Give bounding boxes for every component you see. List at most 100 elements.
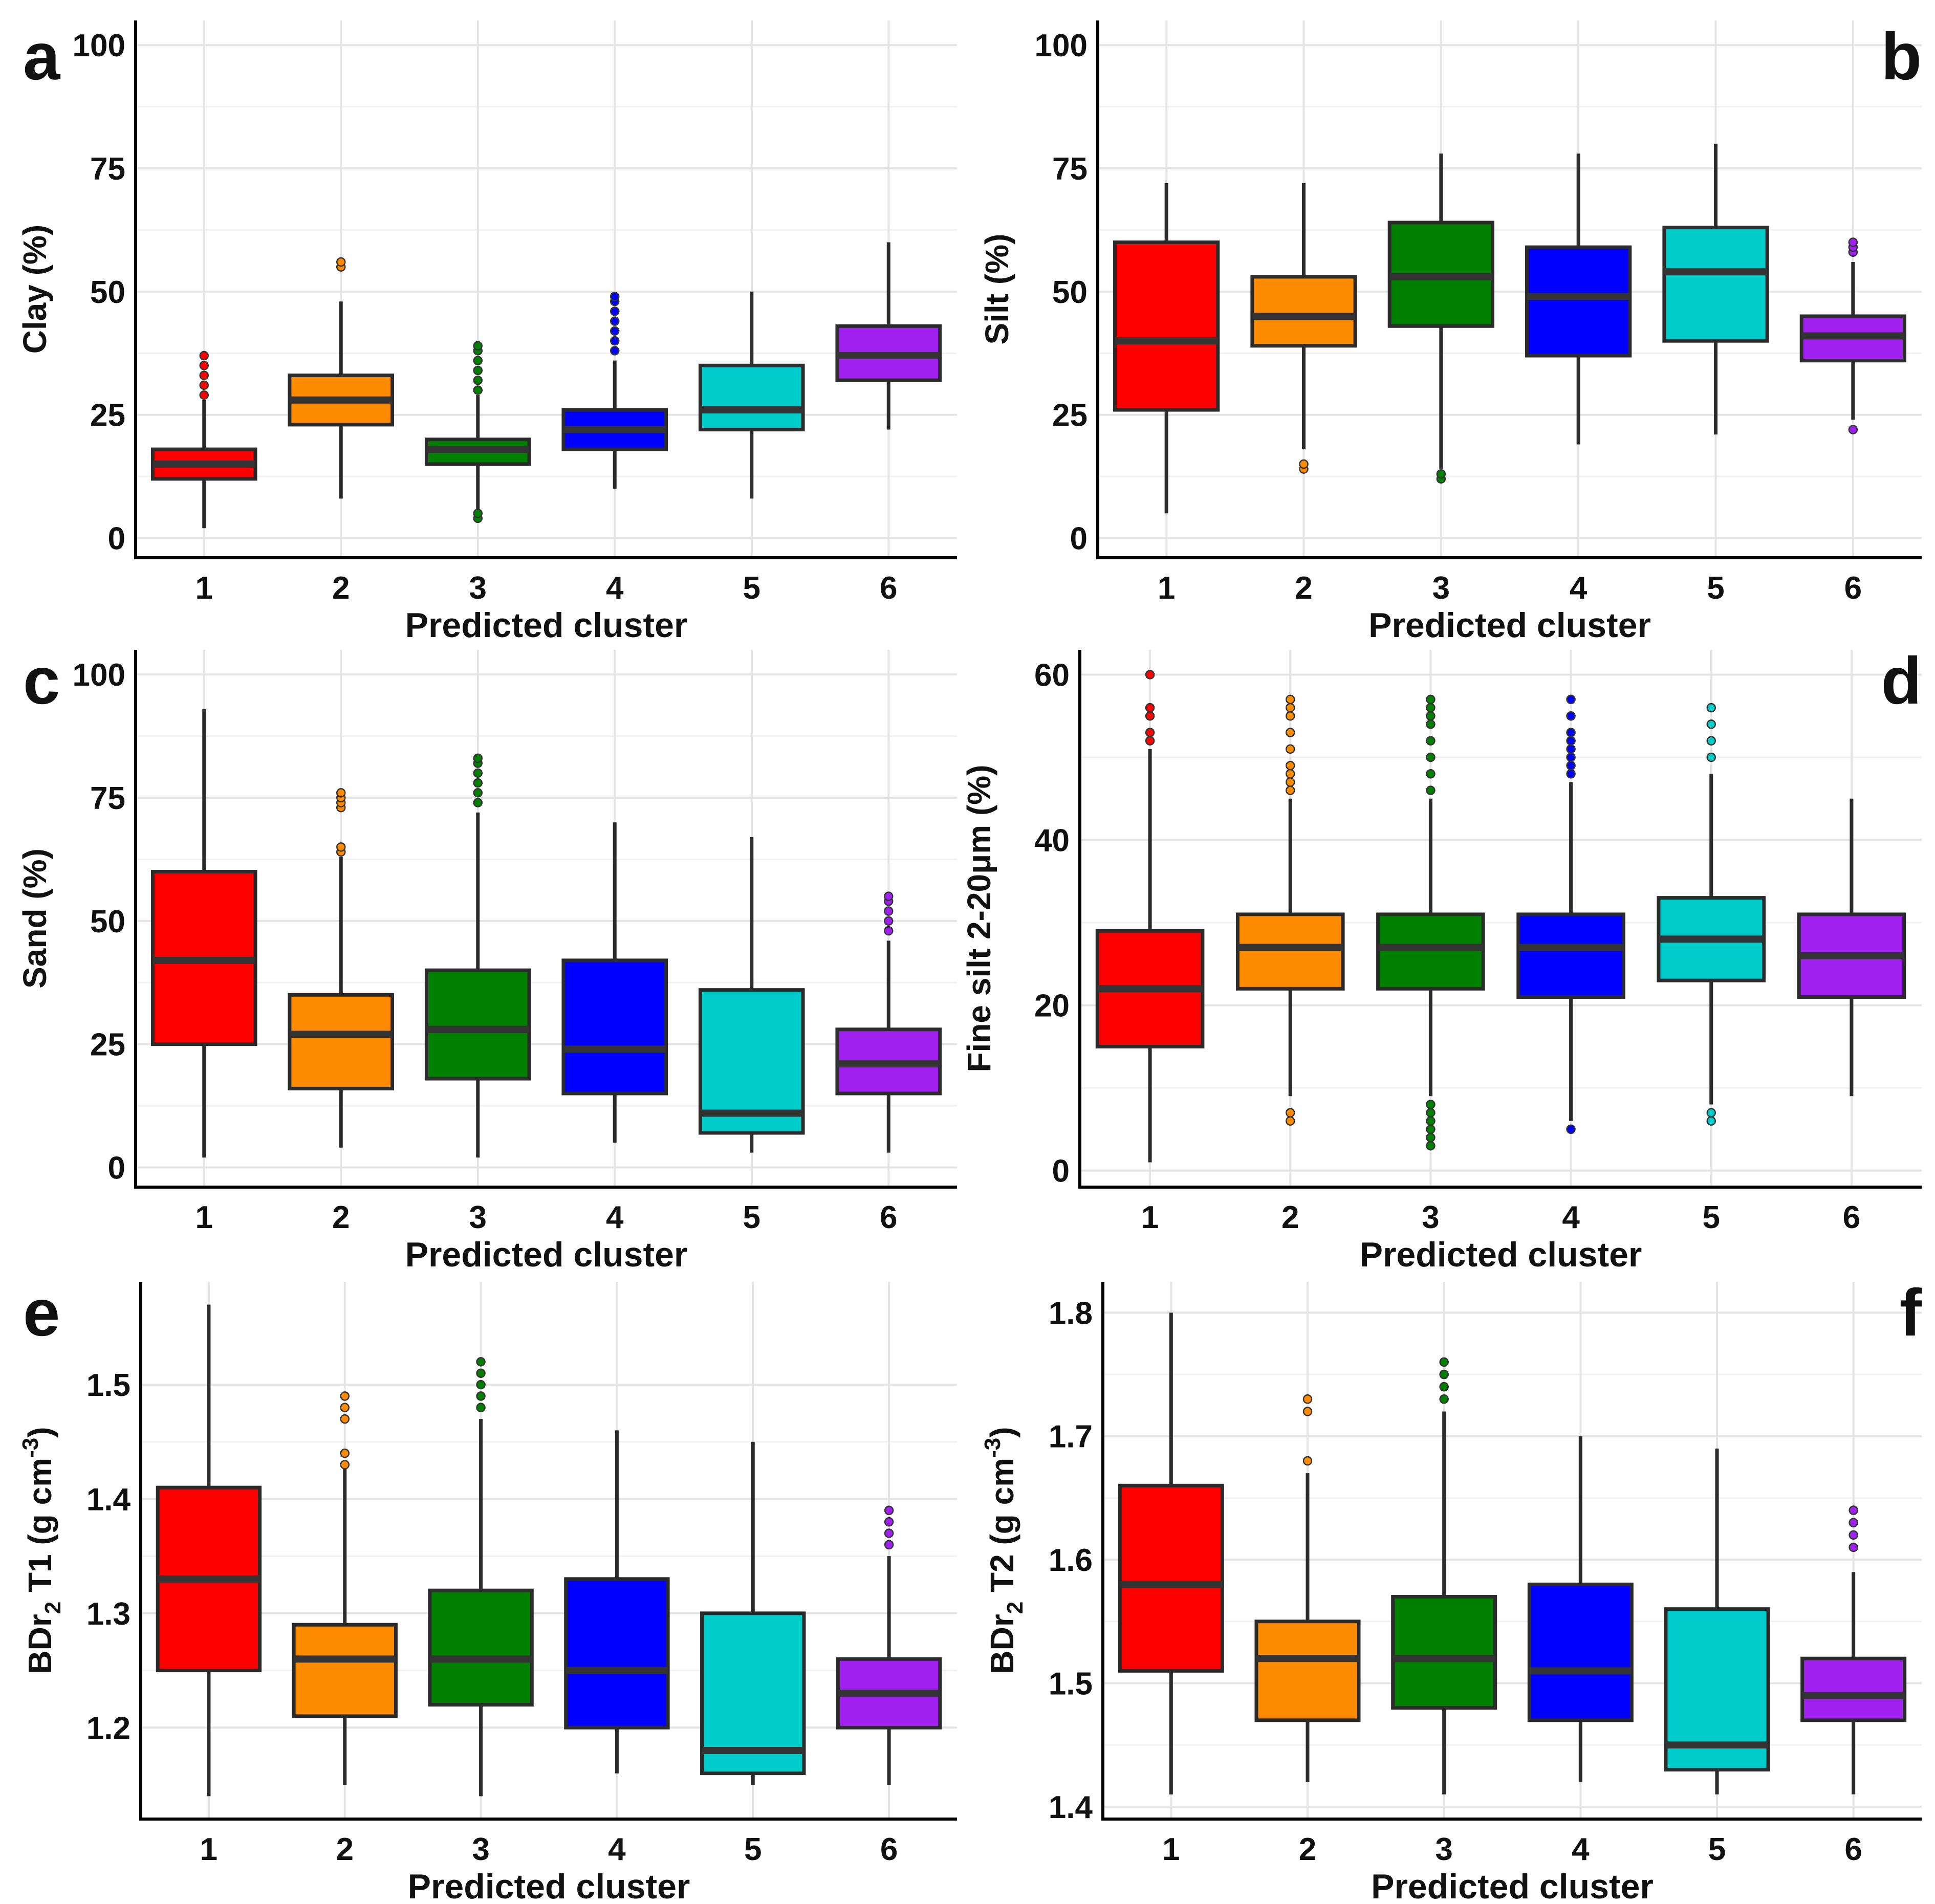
outlier-point — [1439, 1357, 1449, 1367]
outlier-point — [1145, 728, 1155, 737]
outlier-point — [336, 788, 346, 798]
outlier-point — [1145, 711, 1155, 721]
box-cluster-3 — [1391, 1357, 1497, 1794]
box-cluster-6 — [1797, 798, 1906, 1097]
x-axis-title: Predicted cluster — [405, 1235, 688, 1274]
outlier-point — [1286, 1108, 1295, 1118]
outlier-point — [473, 509, 483, 518]
box-cluster-4 — [1527, 1436, 1634, 1782]
gridlines — [1098, 20, 1922, 558]
iqr-box — [1527, 1582, 1634, 1722]
outlier-point — [884, 1517, 894, 1527]
outlier-point — [1426, 694, 1436, 705]
outlier-point — [884, 1505, 894, 1516]
y-axis-title: BDr2 T1 (g cm-3) — [18, 1427, 66, 1674]
x-tick-label: 3 — [1432, 571, 1450, 606]
iqr-box — [1525, 245, 1632, 358]
box-cluster-3 — [424, 753, 531, 1158]
iqr-box — [561, 958, 668, 1096]
outlier-point — [884, 891, 894, 901]
box-cluster-4 — [561, 292, 668, 489]
x-tick-label: 4 — [606, 1200, 624, 1235]
gridlines — [136, 650, 957, 1187]
y-tick-label: 1.4 — [1049, 1790, 1093, 1825]
outlier-point — [1286, 728, 1295, 737]
box-cluster-1 — [156, 1304, 262, 1797]
box-cluster-1 — [150, 709, 257, 1158]
x-tick-label: 5 — [743, 1200, 760, 1235]
iqr-box — [1662, 226, 1769, 343]
y-tick-label: 75 — [90, 781, 125, 816]
outlier-point — [1706, 752, 1716, 762]
y-tick-label: 100 — [1035, 28, 1088, 63]
y-tick-label: 25 — [90, 398, 125, 433]
y-tick-label: 0 — [108, 1150, 125, 1186]
panel-f: 1.4 1.5 1.6 1.7 1.8 1 2 3 4 5 6 Predicted cluster BD… — [980, 1275, 1922, 1904]
outlier-point — [1299, 459, 1309, 469]
y-tick-label: 75 — [90, 151, 125, 187]
y-tick-label: 1.5 — [86, 1368, 131, 1403]
box-cluster-2 — [288, 788, 395, 1148]
outlier-point — [340, 1391, 350, 1401]
y-tick-label: 1.8 — [1049, 1296, 1093, 1331]
outlier-point — [1566, 728, 1576, 737]
x-tick-label: 3 — [469, 571, 487, 606]
iqr-box — [564, 1577, 670, 1730]
outlier-point — [610, 326, 620, 336]
outlier-point — [1426, 1100, 1436, 1109]
panel-letter: f — [1900, 1275, 1922, 1350]
outlier-point — [473, 365, 483, 376]
x-tick-label: 6 — [1843, 1200, 1860, 1235]
x-tick-label: 5 — [744, 1832, 762, 1867]
box-cluster-2 — [1235, 694, 1345, 1126]
outlier-point — [340, 1448, 350, 1458]
box-cluster-2 — [292, 1391, 398, 1785]
iqr-box — [700, 1611, 806, 1776]
outlier-point — [336, 257, 346, 267]
box-cluster-1 — [1113, 183, 1220, 514]
x-tick-label: 3 — [1435, 1832, 1452, 1867]
panel-letter: c — [23, 643, 60, 718]
x-tick-label: 4 — [1570, 571, 1588, 606]
outlier-point — [1286, 785, 1295, 795]
outlier-point — [1286, 694, 1295, 705]
outlier-point — [473, 798, 483, 807]
outlier-point — [610, 336, 620, 346]
outlier-point — [884, 906, 894, 916]
x-tick-label: 4 — [1572, 1832, 1590, 1867]
box-cluster-2 — [288, 257, 395, 499]
outlier-point — [1566, 736, 1576, 746]
outlier-point — [610, 307, 620, 316]
box-cluster-3 — [424, 341, 531, 523]
box-cluster-5 — [1657, 703, 1766, 1126]
x-tick-label: 3 — [469, 1200, 487, 1235]
outlier-point — [476, 1391, 486, 1401]
x-tick-label: 1 — [1141, 1200, 1159, 1235]
y-tick-label: 25 — [1052, 398, 1088, 433]
y-tick-label: 1.5 — [1049, 1666, 1093, 1701]
outlier-point — [473, 341, 483, 351]
y-tick-label: 20 — [1034, 989, 1070, 1024]
outlier-point — [476, 1403, 486, 1412]
outlier-point — [1286, 777, 1295, 787]
y-tick-label: 0 — [108, 521, 125, 556]
y-tick-label: 25 — [90, 1027, 125, 1063]
outlier-point — [1566, 769, 1576, 779]
box-cluster-1 — [1095, 670, 1205, 1163]
outlier-point — [1145, 670, 1155, 680]
outlier-point — [476, 1368, 486, 1378]
outlier-point — [1302, 1394, 1313, 1404]
x-tick-label: 5 — [1703, 1200, 1720, 1235]
outlier-point — [1848, 425, 1858, 434]
y-axis-title: Silt (%) — [979, 234, 1015, 345]
box-cluster-4 — [561, 822, 668, 1143]
iqr-box — [1800, 1656, 1907, 1722]
box-cluster-5 — [1662, 143, 1769, 435]
x-tick-label: 5 — [1707, 571, 1724, 606]
outlier-point — [199, 390, 209, 400]
iqr-box — [1118, 1483, 1224, 1673]
outlier-point — [473, 385, 483, 395]
outlier-point — [1566, 694, 1576, 705]
outlier-point — [1706, 703, 1716, 713]
x-axis-title: Predicted cluster — [405, 606, 688, 645]
